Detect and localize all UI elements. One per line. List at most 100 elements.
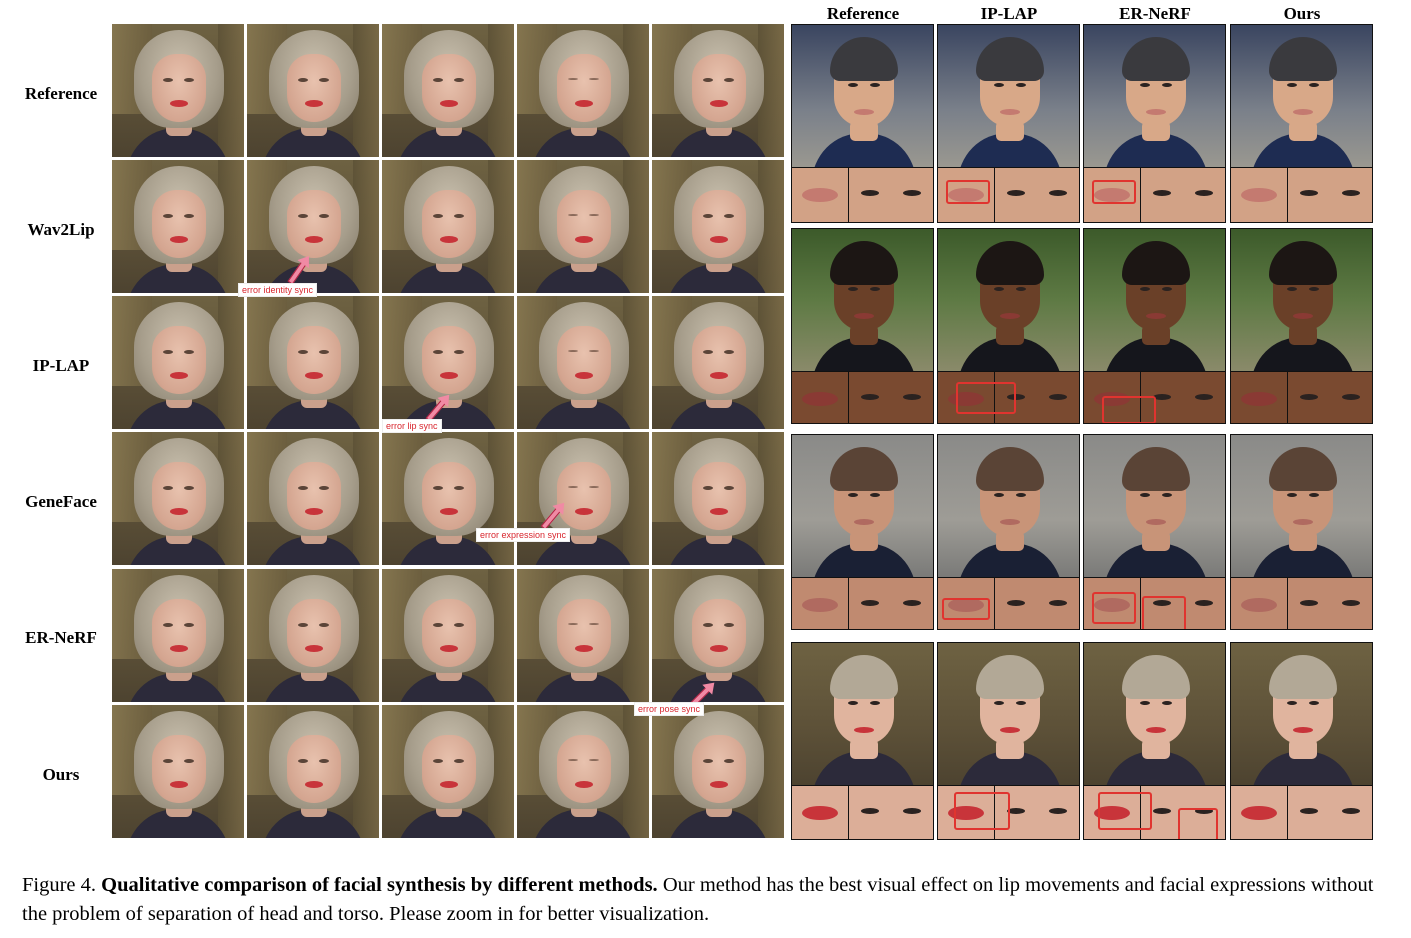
- figure-caption: Figure 4. Qualitative comparison of faci…: [22, 871, 1392, 929]
- video-frame: [382, 24, 514, 157]
- eye-crop: [995, 168, 1079, 222]
- video-frame: [112, 160, 244, 293]
- synthesized-frame: [1230, 24, 1373, 223]
- video-frame: [382, 160, 514, 293]
- frame-row: [112, 705, 784, 838]
- video-frame: [247, 24, 379, 157]
- row-label-ours: Ours: [42, 765, 80, 784]
- eye-crop: [1288, 372, 1372, 423]
- eye-crop: [995, 372, 1079, 423]
- caption-prefix: Figure 4.: [22, 874, 102, 896]
- video-frame: [652, 24, 784, 157]
- video-frame: [247, 160, 379, 293]
- synthesized-frame: [937, 434, 1080, 630]
- annotation-identity: error identity sync: [238, 283, 318, 297]
- synthesized-frame: [1230, 228, 1373, 424]
- video-frame: [382, 296, 514, 429]
- eye-crop: [995, 578, 1079, 629]
- synthesized-frame: [791, 434, 934, 630]
- video-frame: [382, 569, 514, 702]
- error-highlight-box: [1142, 596, 1186, 629]
- annotation-pose: error pose sync: [634, 702, 705, 716]
- error-highlight-box: [954, 792, 1010, 830]
- annotation-expression: error expression sync: [476, 528, 571, 542]
- synthesized-frame: [791, 642, 934, 840]
- mouth-crop: [938, 786, 995, 839]
- eye-crop: [1141, 168, 1225, 222]
- mouth-crop: [1231, 578, 1288, 629]
- video-frame: [517, 705, 649, 838]
- synthesized-frame: [1083, 642, 1226, 840]
- synthesized-frame: [1230, 642, 1373, 840]
- video-frame: [112, 705, 244, 838]
- video-frame: [517, 432, 649, 565]
- video-frame: [382, 432, 514, 565]
- video-frame: [517, 569, 649, 702]
- row-label-geneface: GeneFace: [25, 492, 97, 511]
- error-highlight-box: [1092, 592, 1136, 624]
- row-label-reference: Reference: [24, 84, 98, 103]
- video-frame: [247, 296, 379, 429]
- video-frame: [652, 569, 784, 702]
- synthesized-frame: [1083, 434, 1226, 630]
- mouth-crop: [938, 578, 995, 629]
- col-header-iplap: IP-LAP: [980, 4, 1038, 23]
- error-highlight-box: [1178, 808, 1218, 839]
- error-highlight-box: [1092, 180, 1136, 204]
- frame-row: [112, 432, 784, 565]
- frame-row: [112, 569, 784, 702]
- video-frame: [517, 296, 649, 429]
- row-label-ernerf: ER-NeRF: [25, 628, 97, 647]
- error-highlight-box: [956, 382, 1016, 414]
- frame-row: [112, 24, 784, 157]
- error-highlight-box: [1102, 396, 1156, 423]
- mouth-crop: [1231, 786, 1288, 839]
- eye-crop: [849, 786, 933, 839]
- annotation-lip: error lip sync: [382, 419, 442, 433]
- mouth-crop: [792, 372, 849, 423]
- video-frame: [112, 296, 244, 429]
- video-frame: [112, 569, 244, 702]
- mouth-crop: [938, 168, 995, 222]
- mouth-crop: [1231, 168, 1288, 222]
- eye-crop: [1141, 578, 1225, 629]
- eye-crop: [849, 168, 933, 222]
- error-highlight-box: [942, 598, 990, 620]
- frame-row: [112, 296, 784, 429]
- synthesized-frame: [1230, 434, 1373, 630]
- eye-crop: [1288, 578, 1372, 629]
- col-header-ours: Ours: [1283, 4, 1321, 23]
- eye-crop: [1288, 168, 1372, 222]
- caption-rest: Our method has the best visual effect on…: [22, 874, 1374, 925]
- error-highlight-box: [946, 180, 990, 204]
- frame-row: [112, 160, 784, 293]
- video-frame: [247, 569, 379, 702]
- row-label-wav2lip: Wav2Lip: [27, 220, 95, 239]
- eye-crop: [1288, 786, 1372, 839]
- col-header-reference: Reference: [826, 4, 900, 23]
- video-frame: [652, 160, 784, 293]
- video-frame: [247, 705, 379, 838]
- mouth-crop: [1084, 578, 1141, 629]
- video-frame: [112, 24, 244, 157]
- mouth-crop: [792, 168, 849, 222]
- video-frame: [382, 705, 514, 838]
- error-highlight-box: [1098, 792, 1152, 830]
- video-frame: [247, 432, 379, 565]
- mouth-crop: [792, 578, 849, 629]
- video-frame: [517, 160, 649, 293]
- mouth-crop: [792, 786, 849, 839]
- eye-crop: [849, 578, 933, 629]
- row-label-iplap: IP-LAP: [32, 356, 90, 375]
- video-frame: [517, 24, 649, 157]
- synthesized-frame: [791, 24, 934, 223]
- synthesized-frame: [791, 228, 934, 424]
- video-frame: [112, 432, 244, 565]
- video-frame: [652, 705, 784, 838]
- synthesized-frame: [1083, 24, 1226, 223]
- caption-bold: Qualitative comparison of facial synthes…: [101, 874, 658, 896]
- synthesized-frame: [937, 642, 1080, 840]
- video-frame: [652, 432, 784, 565]
- eye-crop: [849, 372, 933, 423]
- eye-crop: [1141, 786, 1225, 839]
